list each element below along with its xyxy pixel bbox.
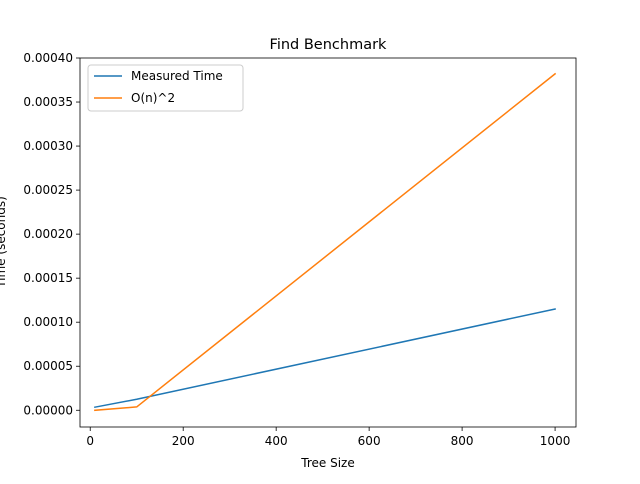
y-tick-label: 0.00035 <box>23 95 73 109</box>
y-tick-label: 0.00000 <box>23 403 73 417</box>
legend-label-o-n-squared: O(n)^2 <box>131 91 175 105</box>
x-axis-label: Tree Size <box>300 456 354 470</box>
legend-box <box>87 64 244 112</box>
y-tick-label: 0.00040 <box>23 51 73 65</box>
x-tick-label: 600 <box>358 434 381 448</box>
series-line-o-n-2 <box>94 72 557 412</box>
legend: Measured Time O(n)^2 <box>87 64 244 112</box>
y-tick-label: 0.00030 <box>23 139 73 153</box>
y-tick-label: 0.00025 <box>23 183 73 197</box>
y-tick-label: 0.00010 <box>23 315 73 329</box>
series-layer <box>94 72 557 412</box>
y-tick-label: 0.00015 <box>23 271 73 285</box>
ticks-layer: 0 200 400 600 800 1000 0.00000 0.00005 0.00010 0.… <box>23 51 570 448</box>
x-tick-label: 800 <box>451 434 474 448</box>
y-axis-label: Time (seconds) <box>0 196 8 289</box>
chart-title: Find Benchmark <box>270 37 388 53</box>
y-tick-label: 0.00005 <box>23 359 73 373</box>
x-tick-label: 1000 <box>540 434 571 448</box>
x-tick-label: 400 <box>265 434 288 448</box>
legend-label-measured-time: Measured Time <box>131 69 223 83</box>
series-line-measured-time <box>94 308 556 409</box>
y-tick-label: 0.00020 <box>23 227 73 241</box>
x-tick-label: 0 <box>86 434 94 448</box>
plot-frame <box>79 57 577 428</box>
x-tick-label: 200 <box>172 434 195 448</box>
